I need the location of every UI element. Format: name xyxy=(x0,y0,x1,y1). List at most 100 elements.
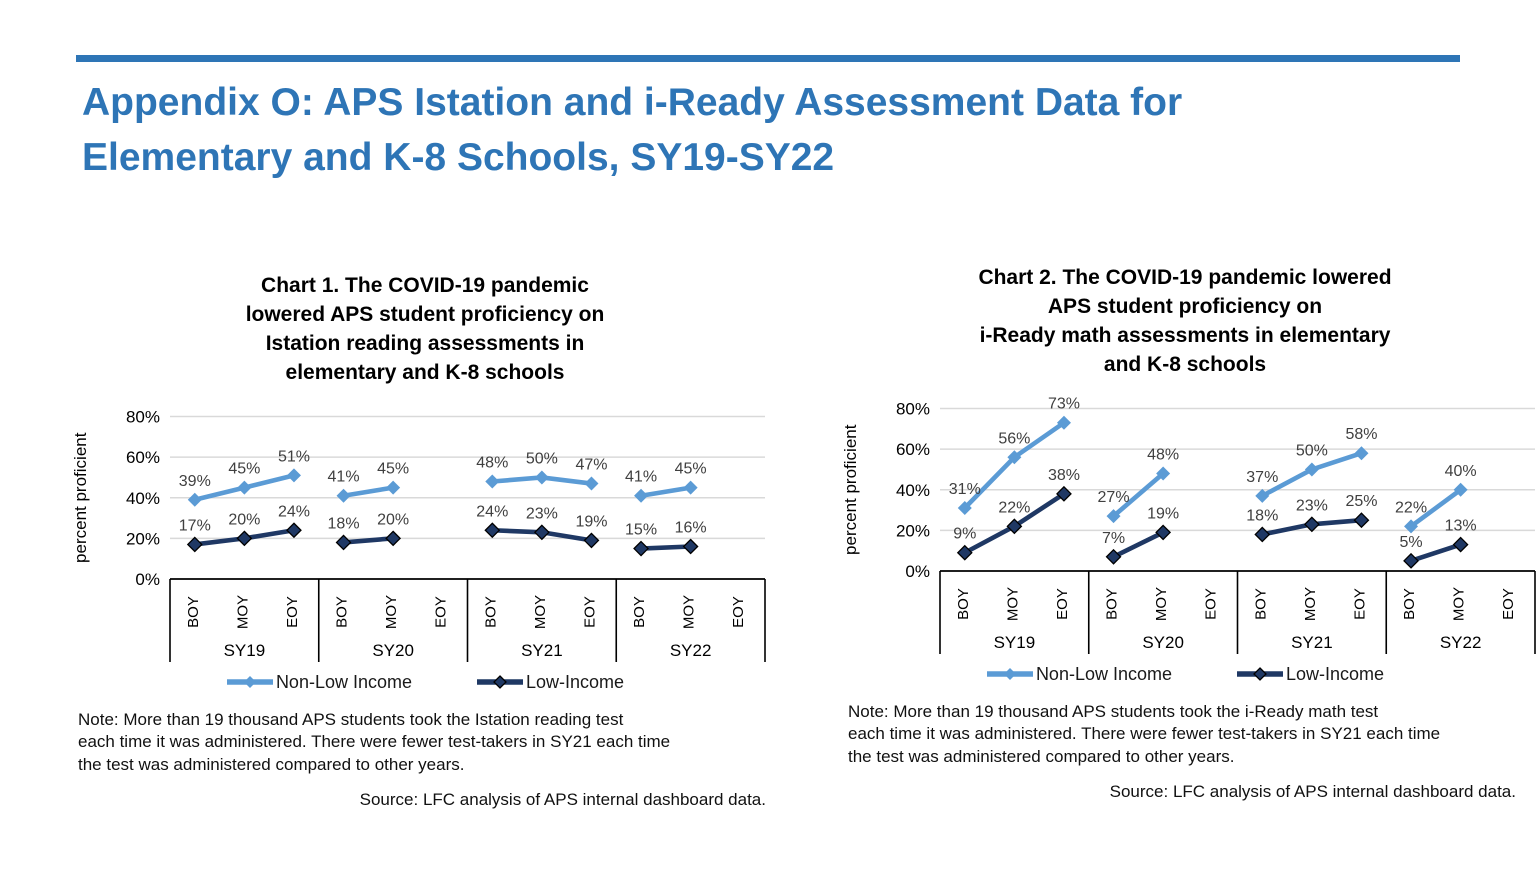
data-label: 39% xyxy=(179,473,211,490)
period-tick-label: BOY xyxy=(185,596,202,628)
chart-2-title: Chart 2. The COVID-19 pandemic lowered A… xyxy=(840,264,1530,380)
note-line: each time it was administered. There wer… xyxy=(848,724,1441,744)
chart-1-section: Chart 1. The COVID-19 pandemic lowered A… xyxy=(70,272,780,810)
legend-item-low-income: Low-Income xyxy=(476,672,624,693)
series-marker-icon xyxy=(633,540,649,557)
period-tick-label: EOY xyxy=(433,596,450,628)
period-tick-label: MOY xyxy=(681,595,698,629)
chart-1-note: Note: More than 19 thousand APS students… xyxy=(70,709,780,776)
period-tick-label: BOY xyxy=(955,588,972,620)
data-label: 20% xyxy=(377,511,409,528)
series-marker-icon xyxy=(1056,485,1072,502)
series-marker-icon xyxy=(286,522,302,539)
data-label: 23% xyxy=(1296,497,1328,514)
data-label: 38% xyxy=(1048,467,1080,484)
chart-1-line-plot: 0% 20% 40% 60% 80% percent proficient BOY MOY EO… xyxy=(71,407,766,662)
note-line: Note: More than 19 thousand APS students… xyxy=(78,709,624,729)
series-marker-icon xyxy=(584,476,599,491)
data-label: 19% xyxy=(1147,505,1179,522)
legend-label: Low-Income xyxy=(1286,663,1385,684)
series-marker-icon xyxy=(1056,415,1071,430)
y-tick-label: 0% xyxy=(905,562,930,581)
series-marker-icon xyxy=(385,530,402,547)
period-tick-label: EOY xyxy=(1500,588,1517,620)
data-label: 73% xyxy=(1048,396,1080,413)
series-marker-icon xyxy=(286,468,301,483)
year-group-label: SY20 xyxy=(372,641,414,660)
charts-row: Chart 1. The COVID-19 pandemic lowered A… xyxy=(70,266,1536,810)
legend-diamond-icon xyxy=(1253,667,1267,682)
chart-1-source: Source: LFC analysis of APS internal das… xyxy=(359,790,766,810)
chart-2-source: Source: LFC analysis of APS internal das… xyxy=(1109,782,1516,802)
legend-label: Non-Low Income xyxy=(275,671,413,692)
series-line xyxy=(640,544,691,551)
y-tick-label: 60% xyxy=(126,448,160,467)
series-marker-icon xyxy=(386,480,401,495)
series-line xyxy=(1409,487,1462,529)
series-marker-icon xyxy=(1453,482,1468,497)
series-marker-icon xyxy=(956,544,973,561)
series-marker-icon xyxy=(634,488,649,503)
series-marker-icon xyxy=(1404,519,1419,534)
series-marker-icon xyxy=(583,532,600,549)
series-marker-icon xyxy=(186,536,203,553)
period-tick-label: BOY xyxy=(631,596,648,628)
series-line xyxy=(343,485,394,498)
series-line xyxy=(343,535,394,545)
chart-title-line: i-Ready math assessments in elementary xyxy=(979,323,1391,347)
chart-title-line: lowered APS student proficiency on xyxy=(245,302,605,326)
period-tick-label: MOY xyxy=(234,595,251,629)
heading-line-1: Appendix O: APS Istation and i-Ready Ass… xyxy=(82,81,1183,124)
legend-label: Non-Low Income xyxy=(1035,663,1173,684)
chart-2-legend: Non-Low Income Low-Income xyxy=(840,664,1530,685)
low-income-line-marker-icon xyxy=(477,675,524,690)
y-tick-label: 80% xyxy=(896,399,930,418)
data-label: 40% xyxy=(1445,463,1477,480)
note-line: the test was administered compared to ot… xyxy=(78,754,465,774)
series-line xyxy=(640,485,691,498)
period-tick-label: MOY xyxy=(1153,587,1170,621)
data-label: 15% xyxy=(625,521,657,538)
non-low-income-line-marker-icon xyxy=(226,676,273,689)
series-marker-icon xyxy=(957,500,972,515)
series-marker-icon xyxy=(1354,446,1369,461)
series-marker-icon xyxy=(1304,462,1319,477)
non-low-income-line-marker-icon xyxy=(986,668,1033,681)
series-marker-icon xyxy=(336,488,351,503)
legend-label: Low-Income xyxy=(526,671,625,692)
y-tick-label: 40% xyxy=(896,481,930,500)
year-group-label: SY21 xyxy=(521,641,563,660)
data-label: 9% xyxy=(953,526,976,543)
series-marker-icon xyxy=(1255,488,1270,503)
year-group-label: SY22 xyxy=(1440,633,1482,652)
series-line xyxy=(1112,471,1165,518)
series-marker-icon xyxy=(1403,552,1419,569)
page-heading: Appendix O: APS Istation and i-Ready Ass… xyxy=(82,76,1442,185)
y-tick-label: 60% xyxy=(896,440,930,459)
series-line xyxy=(1112,530,1165,559)
legend-item-non-low-income: Non-Low Income xyxy=(226,672,412,693)
data-label: 24% xyxy=(476,503,508,520)
legend-diamond-icon xyxy=(493,675,507,690)
period-tick-label: EOY xyxy=(581,596,598,628)
data-label: 18% xyxy=(328,515,360,532)
data-label: 19% xyxy=(575,513,607,530)
chart-2-note: Note: More than 19 thousand APS students… xyxy=(840,701,1530,768)
legend-diamond-icon xyxy=(1003,668,1016,681)
chart-title-line: Istation reading assessments in xyxy=(265,331,585,355)
series-marker-icon xyxy=(1156,466,1171,481)
y-tick-label: 0% xyxy=(135,570,160,589)
low-income-line-marker-icon xyxy=(1237,667,1284,682)
data-label: 17% xyxy=(179,517,211,534)
heading-line-2: Elementary and K-8 Schools, SY19-SY22 xyxy=(82,135,835,179)
series-marker-icon xyxy=(1303,516,1320,533)
period-tick-label: MOY xyxy=(1302,587,1319,621)
series-marker-icon xyxy=(1155,524,1172,541)
legend-item-low-income: Low-Income xyxy=(1236,664,1384,685)
data-label: 41% xyxy=(328,469,360,486)
data-label: 50% xyxy=(526,450,558,467)
top-rule xyxy=(76,55,1460,62)
chart-title-line: APS student proficiency on xyxy=(1047,294,1323,318)
legend-diamond-icon xyxy=(243,676,256,689)
series-marker-icon xyxy=(187,492,202,507)
